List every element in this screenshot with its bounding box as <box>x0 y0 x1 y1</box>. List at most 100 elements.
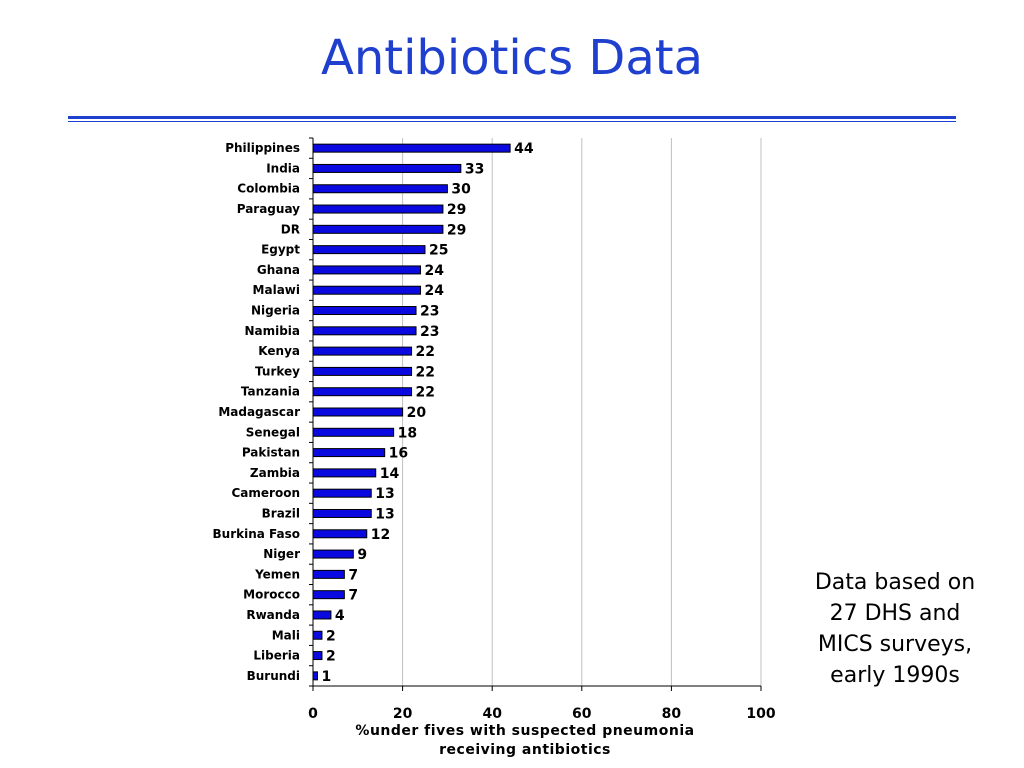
category-label: Madagascar <box>218 405 300 419</box>
note-line-2: 27 DHS and <box>829 601 961 626</box>
category-label: Cameroon <box>232 486 301 500</box>
value-label: 16 <box>389 446 408 462</box>
x-tick-label: 40 <box>482 706 502 722</box>
bar-liberia <box>312 651 323 661</box>
category-label: Senegal <box>246 425 300 439</box>
bar-burkina-faso <box>312 529 368 539</box>
bar-niger <box>312 549 354 559</box>
title-divider-thin <box>68 121 956 122</box>
category-label: Paraguay <box>237 202 300 216</box>
category-label: Tanzania <box>241 385 300 399</box>
bar-ghana <box>312 265 422 275</box>
category-label: DR <box>281 222 300 236</box>
value-label: 13 <box>375 486 394 502</box>
category-label: Mali <box>272 628 300 642</box>
value-label: 22 <box>416 385 435 401</box>
bar-malawi <box>312 285 422 295</box>
bar-india <box>312 163 462 173</box>
bar-dr <box>312 224 444 234</box>
note-line-1: Data based on <box>814 570 976 595</box>
category-label: Morocco <box>243 588 300 602</box>
category-label: Kenya <box>258 344 300 358</box>
category-label: Burundi <box>247 669 300 683</box>
x-axis-label-line-2: receiving antibiotics <box>439 742 611 758</box>
bar-yemen <box>312 569 345 579</box>
x-tick-label: 20 <box>393 706 413 722</box>
axes <box>309 137 762 691</box>
value-label: 14 <box>380 466 400 482</box>
bar-rwanda <box>312 610 332 620</box>
value-label: 33 <box>465 161 484 177</box>
bar-kenya <box>312 346 413 356</box>
tick-labels: 0 20 40 60 80 100 <box>308 706 776 722</box>
value-label: 2 <box>326 649 336 665</box>
bar-mali <box>312 630 323 640</box>
value-label: 44 <box>514 141 534 157</box>
value-label: 23 <box>420 304 439 320</box>
gridlines <box>402 138 762 686</box>
x-tick-label: 60 <box>572 706 592 722</box>
category-label: Burkina Faso <box>213 527 301 541</box>
title-divider-thick <box>68 116 956 119</box>
bar-brazil <box>312 508 372 518</box>
note-line-4: early 1990s <box>830 663 960 688</box>
bar-burundi <box>312 671 318 681</box>
category-label: Zambia <box>250 466 300 480</box>
category-label: Yemen <box>254 567 300 581</box>
bar-egypt <box>312 245 426 255</box>
value-label: 1 <box>321 669 331 685</box>
category-label: Colombia <box>237 182 300 196</box>
value-label: 7 <box>348 567 358 583</box>
value-label: 4 <box>335 608 345 624</box>
x-tick-label: 100 <box>746 706 775 722</box>
value-label: 12 <box>371 527 390 543</box>
category-label: Niger <box>263 547 300 561</box>
value-label: 18 <box>398 425 417 441</box>
bar-colombia <box>312 184 448 194</box>
value-label: 23 <box>420 324 439 340</box>
bar-cameroon <box>312 488 372 498</box>
category-label: Brazil <box>262 506 300 520</box>
category-label: Liberia <box>253 649 300 663</box>
category-label: Turkey <box>255 364 300 378</box>
category-label: Egypt <box>261 243 300 257</box>
page-title: Antibiotics Data <box>320 30 703 86</box>
category-label: India <box>266 161 300 175</box>
bar-tanzania <box>312 387 413 397</box>
bar-morocco <box>312 590 345 600</box>
bar-pakistan <box>312 448 386 458</box>
value-label: 30 <box>451 182 471 198</box>
bar-turkey <box>312 366 413 376</box>
bar-paraguay <box>312 204 444 214</box>
value-labels: 4433302929252424232322222220181614131312… <box>321 141 533 685</box>
x-tick-label: 0 <box>308 706 318 722</box>
value-label: 22 <box>416 364 435 380</box>
value-label: 25 <box>429 243 448 259</box>
bar-senegal <box>312 427 395 437</box>
value-label: 24 <box>425 263 445 279</box>
value-label: 29 <box>447 202 466 218</box>
value-label: 22 <box>416 344 435 360</box>
bar-namibia <box>312 326 417 336</box>
bar-philippines <box>312 143 511 153</box>
category-label: Namibia <box>244 324 300 338</box>
category-label: Rwanda <box>246 608 300 622</box>
value-label: 20 <box>407 405 427 421</box>
category-label: Philippines <box>225 141 300 155</box>
category-label: Ghana <box>257 263 300 277</box>
value-label: 2 <box>326 628 336 644</box>
category-label: Malawi <box>253 283 300 297</box>
note-line-3: MICS surveys, <box>817 632 973 657</box>
bar-zambia <box>312 468 377 478</box>
value-label: 24 <box>425 283 445 299</box>
bar-nigeria <box>312 306 417 316</box>
value-label: 13 <box>375 506 394 522</box>
value-label: 7 <box>348 588 358 604</box>
category-label: Nigeria <box>251 304 300 318</box>
x-tick-label: 80 <box>662 706 682 722</box>
x-axis-label-line-1: %under fives with suspected pneumonia <box>355 723 694 739</box>
bar-madagascar <box>312 407 404 417</box>
category-label: Pakistan <box>242 446 300 460</box>
data-source-note: Data based on 27 DHS and MICS surveys, e… <box>790 567 1000 691</box>
